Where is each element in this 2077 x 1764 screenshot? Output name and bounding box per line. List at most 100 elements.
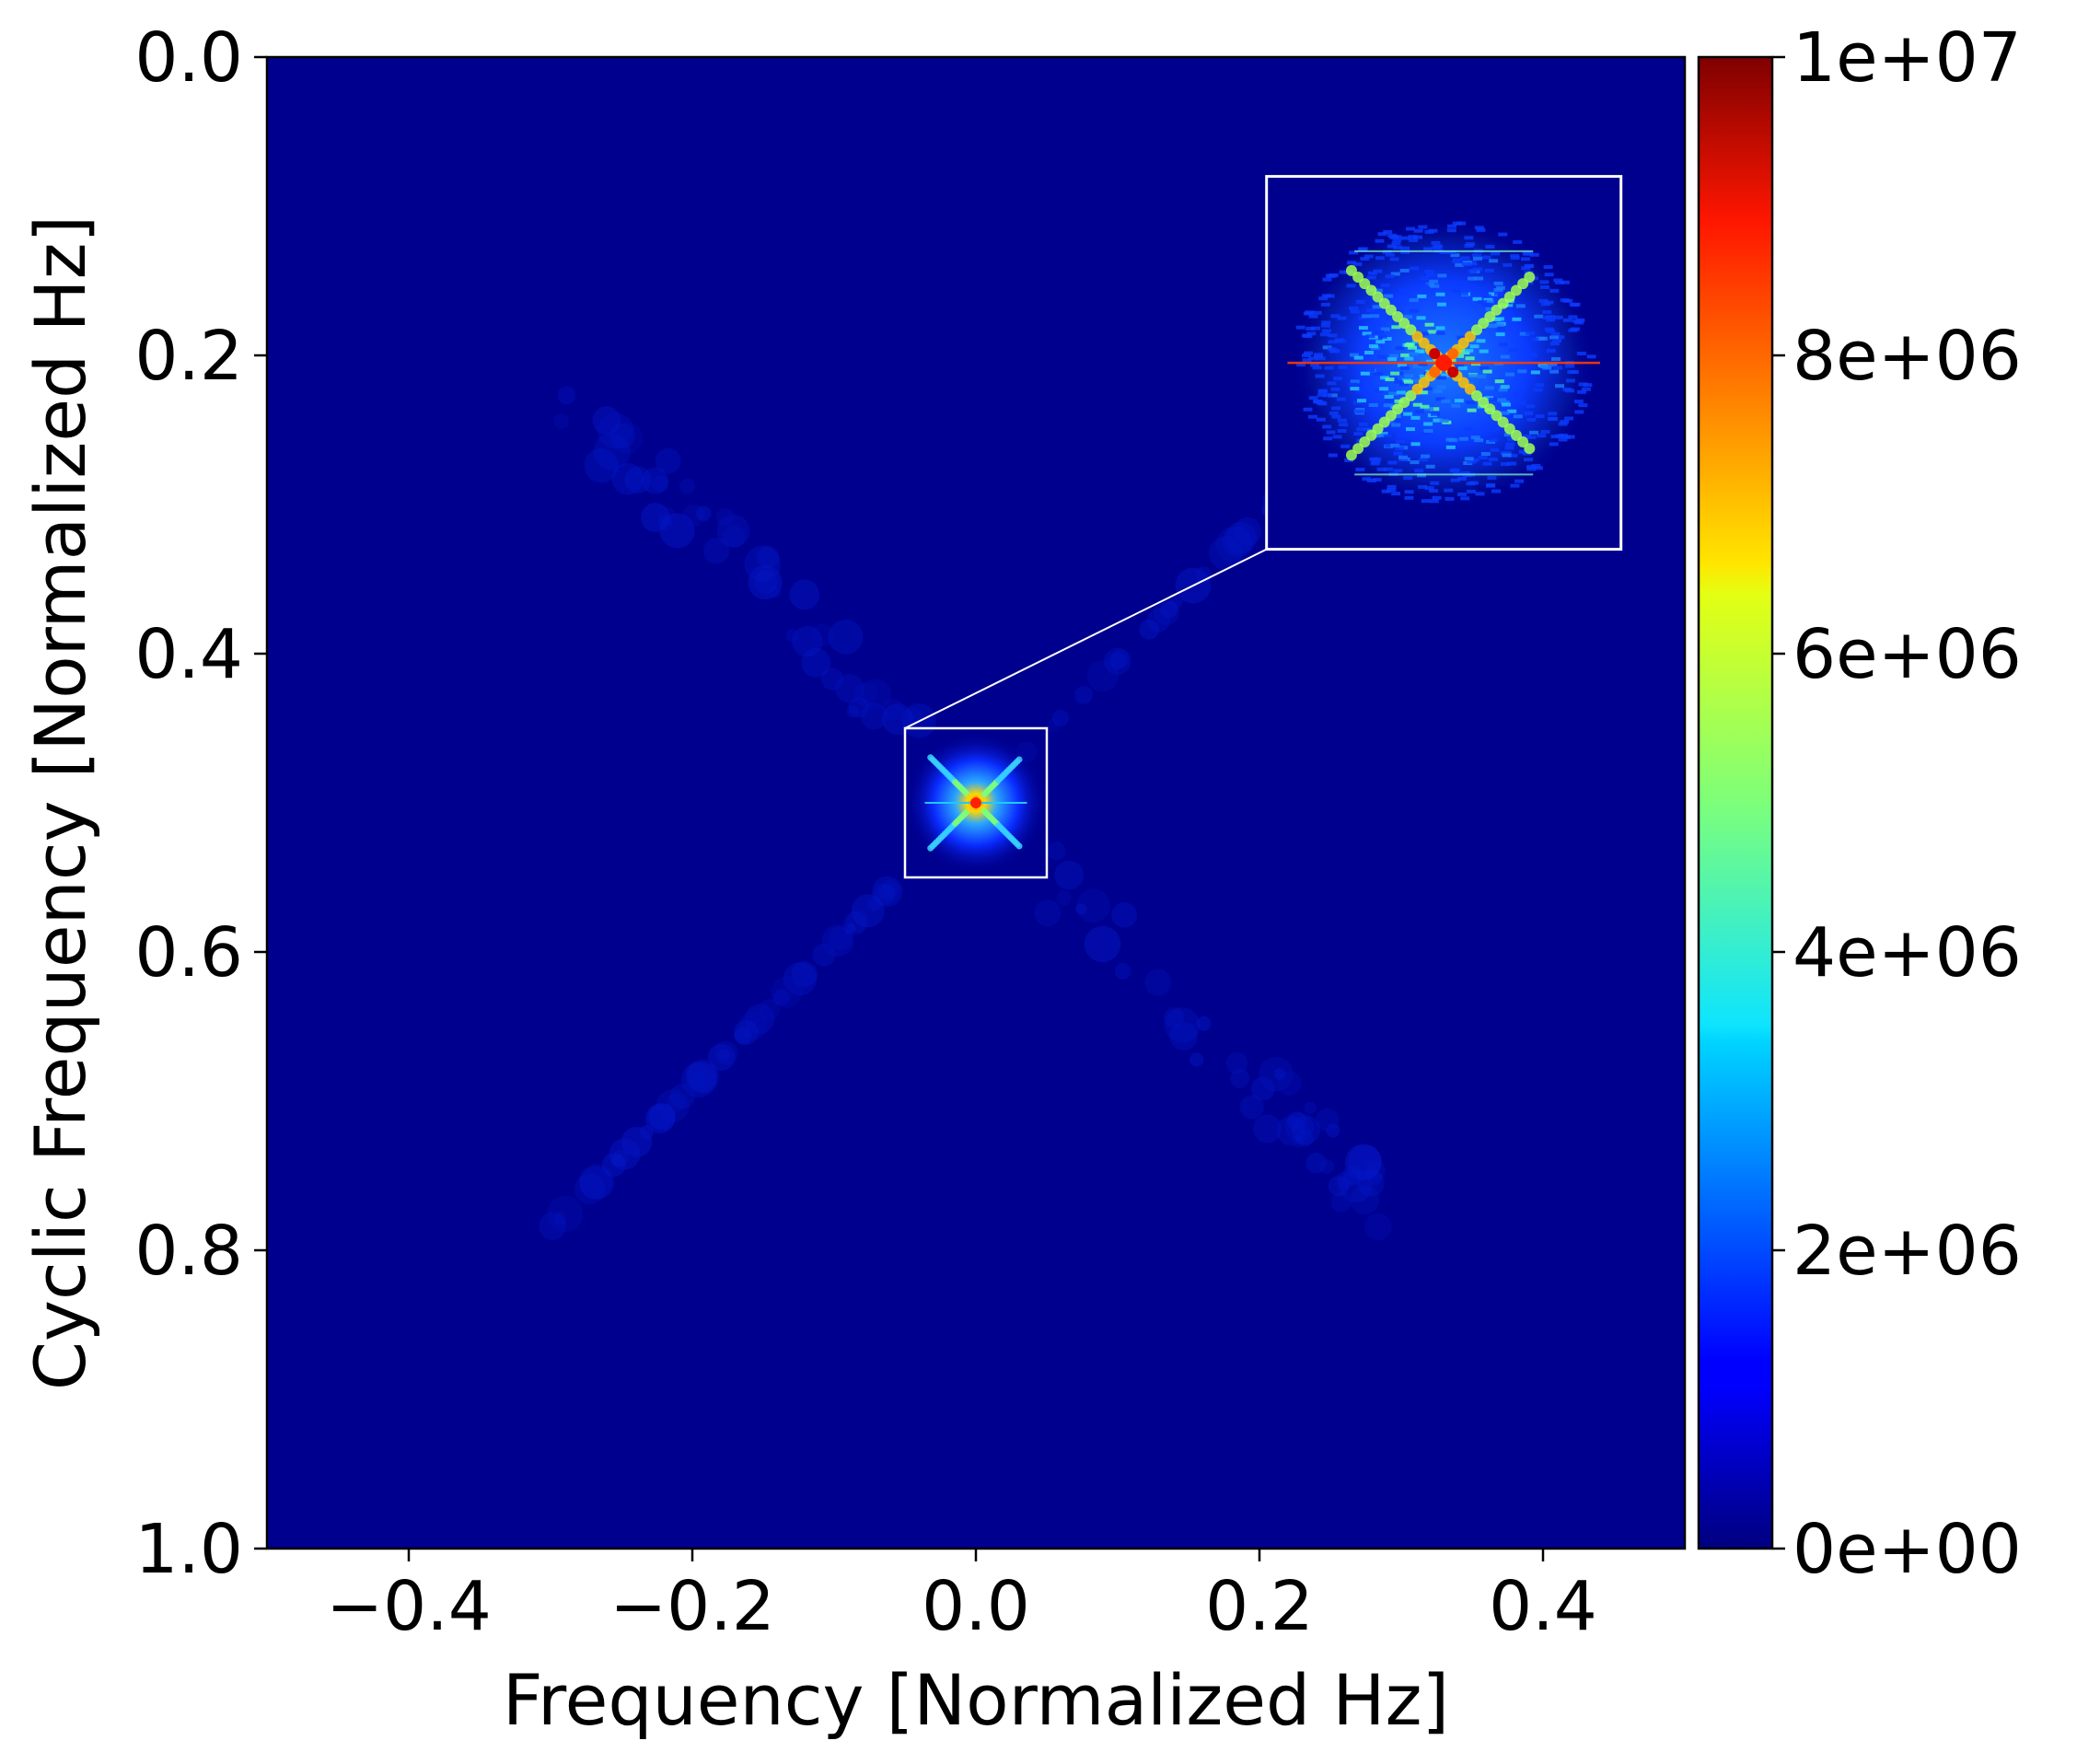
inset-speckle: [1329, 411, 1339, 415]
inset-speckle: [1586, 354, 1596, 359]
inset-speckle: [1553, 366, 1563, 370]
inset-speckle: [1427, 330, 1437, 334]
inset-speckle: [1322, 345, 1332, 350]
faint-arm-blob: [828, 619, 864, 655]
faint-arm-blob: [771, 976, 803, 1008]
faint-arm-blob: [696, 505, 712, 521]
inset-speckle: [1316, 417, 1326, 422]
faint-arm-blob: [609, 423, 636, 449]
faint-arm-blob: [1074, 686, 1093, 704]
inset-speckle: [1548, 362, 1558, 366]
inset-speckle: [1491, 427, 1501, 432]
inset-speckle: [1349, 353, 1359, 357]
inset-speckle: [1373, 288, 1383, 293]
faint-arm-blob: [1284, 1112, 1314, 1142]
faint-arm-blob: [553, 413, 570, 430]
inset-speckle: [1305, 326, 1316, 331]
inset-speckle: [1398, 288, 1409, 293]
faint-arm-blob: [1086, 660, 1119, 692]
faint-arm-blob: [851, 894, 885, 928]
inset-speckle: [1366, 275, 1376, 280]
faint-arm-blob: [1339, 1169, 1373, 1203]
inset-speckle: [1457, 492, 1468, 496]
faint-arm-blob: [1163, 1007, 1185, 1028]
inset-speckle: [1451, 288, 1461, 293]
faint-arm-blob: [848, 697, 869, 718]
inset-speckle: [1337, 429, 1347, 434]
inset-speckle: [1432, 495, 1442, 500]
inset-speckle: [1533, 466, 1543, 470]
inset-speckle: [1466, 489, 1476, 493]
faint-arm-blob: [546, 1195, 584, 1233]
inset-speckle: [1485, 245, 1495, 250]
inset-speckle: [1365, 334, 1375, 339]
faint-arm-blob: [734, 1027, 752, 1045]
inset-speckle: [1445, 437, 1456, 442]
faint-arm-blob: [1224, 521, 1258, 554]
faint-arm-blob: [658, 506, 677, 526]
inset-speckle: [1450, 468, 1460, 472]
faint-arm-blob: [1084, 925, 1121, 963]
inset-speckle: [1339, 423, 1349, 427]
inset-speckle: [1430, 284, 1440, 288]
inset-speckle: [1480, 452, 1491, 457]
y-axis-label: Cyclic Frequency [Normalized Hz]: [19, 215, 101, 1390]
inset-speckle: [1494, 291, 1504, 296]
inset-speckle: [1331, 406, 1341, 411]
inset-speckle: [1387, 488, 1397, 493]
inset-speckle: [1568, 315, 1578, 319]
faint-arm-blob: [1276, 1116, 1306, 1146]
inset-speckle: [1498, 342, 1508, 347]
faint-arm-blob: [646, 1102, 677, 1132]
inset-speckle: [1506, 437, 1516, 442]
inset-speckle: [1433, 244, 1444, 249]
inset-speckle: [1346, 284, 1356, 288]
inset-speckle: [1490, 447, 1500, 452]
x-axis-label: Frequency [Normalized Hz]: [503, 1659, 1449, 1741]
inset-speckle: [1477, 300, 1487, 305]
faint-arm-blob: [539, 1212, 567, 1240]
inset-speckle: [1539, 284, 1549, 289]
inset-speckle: [1319, 332, 1329, 337]
inset-speckle: [1400, 250, 1410, 254]
faint-arm-blob: [877, 884, 895, 901]
zoom-inset: [1265, 175, 1623, 551]
inset-peak: [1429, 366, 1441, 378]
inset-speckle: [1416, 316, 1426, 320]
inset-speckle: [1464, 348, 1474, 353]
inset-speckle: [1430, 481, 1440, 485]
inset-speckle: [1376, 354, 1387, 359]
faint-arm-blob: [1110, 649, 1130, 668]
inset-speckle: [1451, 403, 1461, 408]
inset-speckle: [1420, 432, 1430, 436]
inset-speckle: [1334, 338, 1344, 342]
inset-speckle: [1303, 311, 1313, 316]
inset-peak: [1435, 354, 1453, 372]
inset-speckle: [1336, 397, 1346, 401]
inset-speckle: [1522, 251, 1532, 256]
faint-arm-blob: [707, 1043, 736, 1072]
inset-speckle: [1521, 266, 1531, 271]
y-tick-label: 1.0: [134, 1510, 243, 1589]
faint-arm-blob: [880, 879, 899, 899]
inset-speckle: [1558, 437, 1568, 442]
inset-speckle: [1362, 427, 1372, 432]
inset-speckle: [1413, 235, 1423, 239]
inset-speckle: [1420, 276, 1430, 281]
inset-speckle: [1385, 399, 1395, 403]
inset-speckle: [1377, 232, 1387, 237]
faint-arm-blob: [682, 504, 705, 527]
inset-speckle: [1410, 266, 1420, 271]
inset-speckle: [1404, 379, 1414, 384]
inset-speckle: [1332, 435, 1342, 439]
inset-speckle: [1317, 389, 1328, 393]
inset-speckle: [1548, 412, 1558, 416]
inset-speckle: [1524, 458, 1534, 462]
faint-arm-blob: [791, 960, 818, 988]
inset-speckle: [1303, 334, 1313, 339]
inset-speckle: [1519, 331, 1529, 336]
inset-speckle: [1380, 327, 1390, 331]
inset-speckle: [1493, 288, 1503, 293]
inset-speckle: [1353, 355, 1363, 360]
inset-diagonal-dot: [1524, 272, 1536, 284]
